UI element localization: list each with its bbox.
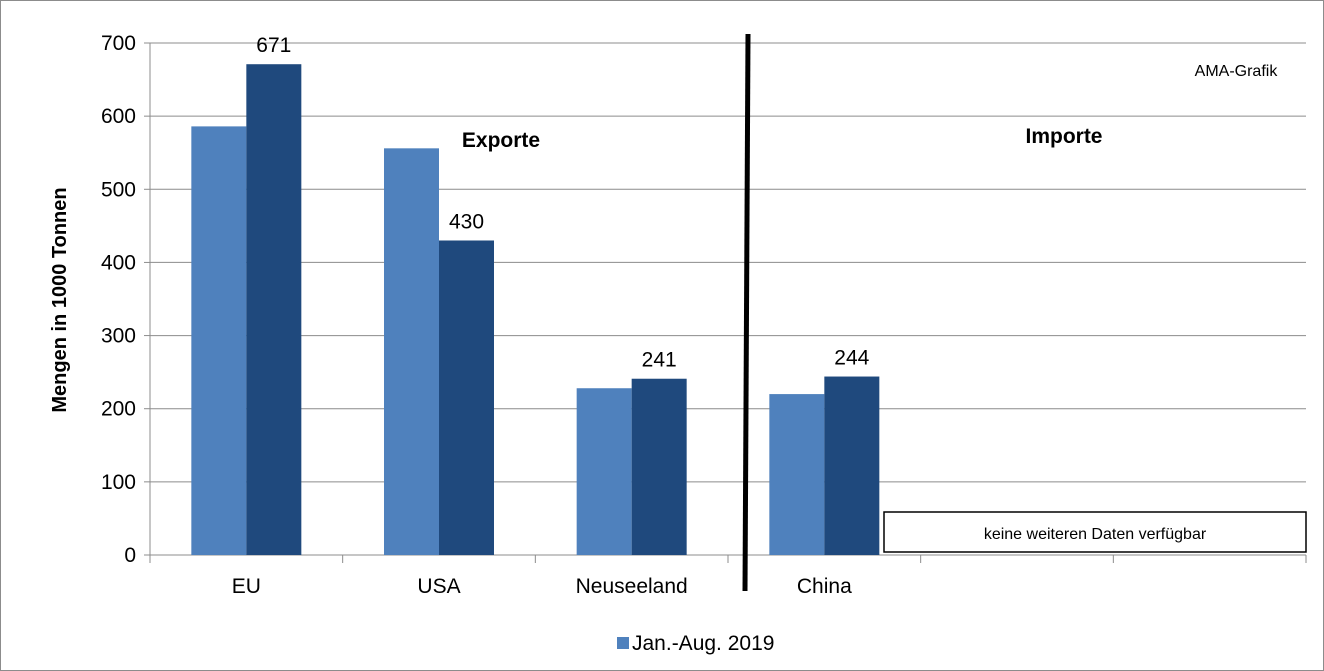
bar-eu-series-2: [246, 64, 302, 555]
imports-annotation: Importe: [1025, 125, 1102, 148]
bar-neuseeland-series-1: [576, 388, 632, 555]
bar-china-series-1: [769, 394, 825, 555]
bars: 671 430 241 244: [191, 34, 880, 555]
legend-label: Jan.-Aug. 2019: [632, 632, 774, 655]
no-data-annotation: keine weiteren Daten verfügbar: [984, 526, 1207, 543]
x-tick-label: EU: [232, 575, 261, 598]
data-label: 671: [256, 34, 291, 57]
y-tick-label: 600: [101, 105, 136, 128]
y-tick-label: 100: [101, 471, 136, 494]
bar-neuseeland-series-2: [631, 378, 687, 555]
x-tick-label: Neuseeland: [576, 575, 688, 598]
bar-usa-series-1: [384, 148, 439, 555]
x-tick-label: USA: [417, 575, 460, 598]
bar-eu-series-1: [191, 126, 247, 555]
y-axis-label: Mengen in 1000 Tonnen: [49, 187, 71, 412]
data-label: 241: [642, 349, 677, 372]
gridlines: [149, 42, 1306, 556]
data-label: 430: [449, 210, 484, 233]
exports-imports-divider: [742, 33, 751, 592]
y-axis-ticks: 0 100 200 300 400 500 600 700: [101, 32, 150, 567]
exports-annotation: Exporte: [462, 129, 540, 152]
y-tick-label: 0: [124, 544, 136, 567]
y-tick-label: 700: [101, 32, 136, 55]
x-tick-label: China: [797, 575, 852, 598]
no-data-box: [883, 511, 1307, 553]
x-axis-ticks: EU USA Neuseeland China: [149, 555, 1307, 598]
y-tick-label: 200: [101, 398, 136, 421]
source-annotation: AMA-Grafik: [1195, 63, 1279, 80]
data-label: 244: [834, 347, 869, 370]
y-tick-label: 500: [101, 178, 136, 201]
legend-swatch: [617, 637, 629, 649]
y-tick-label: 400: [101, 251, 136, 274]
bar-china-series-2: [824, 376, 880, 555]
y-tick-label: 300: [101, 325, 136, 348]
bar-usa-series-2: [439, 240, 494, 555]
